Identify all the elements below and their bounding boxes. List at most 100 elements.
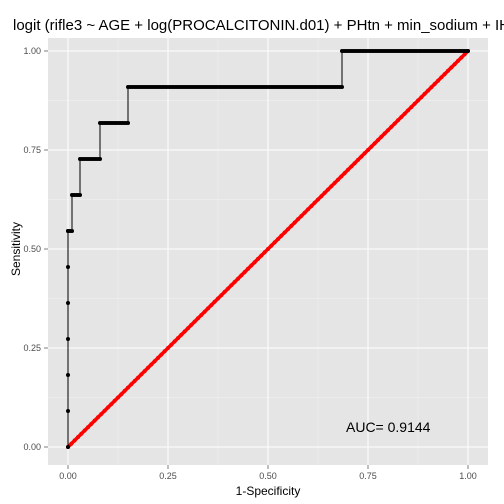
x-axis-title: 1-Specificity <box>236 484 301 498</box>
diagonal-point <box>176 336 180 341</box>
chart-title: logit (rifle3 ~ AGE + log(PROCALCITONIN.… <box>13 17 504 34</box>
roc-point <box>98 156 102 161</box>
diagonal-point <box>209 303 214 308</box>
y-tick-label: 0.75 <box>23 145 41 155</box>
diagonal-point <box>206 306 210 311</box>
diagonal-point <box>89 421 94 426</box>
roc-point <box>466 49 470 53</box>
x-tick-label: 0.50 <box>259 471 277 481</box>
diagonal-point <box>172 339 177 344</box>
diagonal-point <box>329 184 334 189</box>
diagonal-point <box>312 200 317 205</box>
y-tick-label: 0.25 <box>23 343 41 353</box>
diagonal-point <box>129 382 134 387</box>
diagonal-point <box>332 181 337 185</box>
diagonal-point <box>82 428 87 433</box>
diagonal-point <box>249 263 254 268</box>
diagonal-point <box>216 296 220 301</box>
diagonal-point <box>169 342 174 347</box>
diagonal-point <box>192 319 197 324</box>
diagonal-point <box>152 359 157 364</box>
diagonal-point <box>309 204 314 209</box>
diagonal-point <box>336 177 340 182</box>
diagonal-point <box>356 157 360 162</box>
diagonal-point <box>386 128 390 133</box>
diagonal-point <box>212 299 217 304</box>
roc-point <box>66 409 70 414</box>
diagonal-point <box>122 388 127 393</box>
diagonal-point <box>256 256 260 261</box>
diagonal-point <box>102 408 107 413</box>
diagonal-point <box>219 293 224 298</box>
roc-point <box>78 192 82 197</box>
diagonal-point <box>116 395 120 400</box>
x-tick-labels: 0.00 0.25 0.50 0.75 1.00 <box>59 471 477 481</box>
roc-point <box>126 120 130 125</box>
diagonal-point <box>109 402 114 407</box>
diagonal-point <box>142 369 147 374</box>
diagonal-point <box>119 392 124 397</box>
y-tick-label: 1.00 <box>23 46 41 56</box>
diagonal-point <box>159 352 164 357</box>
diagonal-point <box>182 329 187 334</box>
diagonal-point <box>449 65 454 70</box>
diagonal-point <box>262 250 267 255</box>
roc-point <box>66 301 70 306</box>
roc-point <box>66 265 70 270</box>
diagonal-point <box>186 326 190 331</box>
diagonal-point <box>302 210 307 215</box>
diagonal-point <box>426 88 430 93</box>
diagonal-point <box>276 237 280 242</box>
diagonal-point <box>266 247 270 251</box>
diagonal-point <box>222 289 227 294</box>
roc-point <box>340 84 344 89</box>
diagonal-point <box>259 253 264 258</box>
x-tick-label: 1.00 <box>459 471 477 481</box>
diagonal-point <box>462 52 467 57</box>
diagonal-point <box>389 124 394 129</box>
diagonal-point <box>242 270 247 275</box>
diagonal-point <box>322 190 327 195</box>
diagonal-point <box>299 214 304 218</box>
diagonal-point <box>452 62 457 67</box>
diagonal-point <box>112 398 117 403</box>
diagonal-point <box>232 280 237 284</box>
diagonal-point <box>139 372 144 377</box>
diagonal-point <box>96 415 100 420</box>
diagonal-point <box>69 441 74 446</box>
diagonal-point <box>136 375 140 380</box>
diagonal-point <box>439 75 444 80</box>
diagonal-point <box>379 134 384 139</box>
diagonal-point <box>252 260 257 265</box>
diagonal-point <box>286 227 290 232</box>
diagonal-point <box>179 332 184 337</box>
diagonal-point <box>436 78 440 83</box>
diagonal-point <box>146 365 150 370</box>
diagonal-point <box>432 82 437 86</box>
diagonal-point <box>199 313 204 317</box>
diagonal-point <box>416 98 420 103</box>
diagonal-point <box>86 425 90 430</box>
diagonal-point <box>399 115 404 119</box>
diagonal-point <box>106 405 110 410</box>
diagonal-point <box>126 385 130 390</box>
diagonal-point <box>376 138 380 143</box>
roc-point <box>66 445 70 449</box>
diagonal-point <box>446 68 450 73</box>
auc-annotation: AUC= 0.9144 <box>346 419 431 435</box>
x-tick-label: 0.75 <box>359 471 377 481</box>
diagonal-point <box>429 85 434 90</box>
diagonal-point <box>132 379 137 383</box>
y-tick-label: 0.50 <box>23 244 41 254</box>
x-tick-label: 0.00 <box>59 471 77 481</box>
diagonal-series-points <box>66 49 470 449</box>
y-tick-label: 0.00 <box>23 442 41 452</box>
diagonal-point <box>366 148 370 152</box>
diagonal-point <box>422 91 427 96</box>
diagonal-point <box>99 412 104 416</box>
diagonal-point <box>79 431 84 436</box>
axis-ticks <box>44 50 469 469</box>
diagonal-point <box>239 273 244 278</box>
diagonal-point <box>409 105 414 110</box>
diagonal-point <box>406 108 410 113</box>
